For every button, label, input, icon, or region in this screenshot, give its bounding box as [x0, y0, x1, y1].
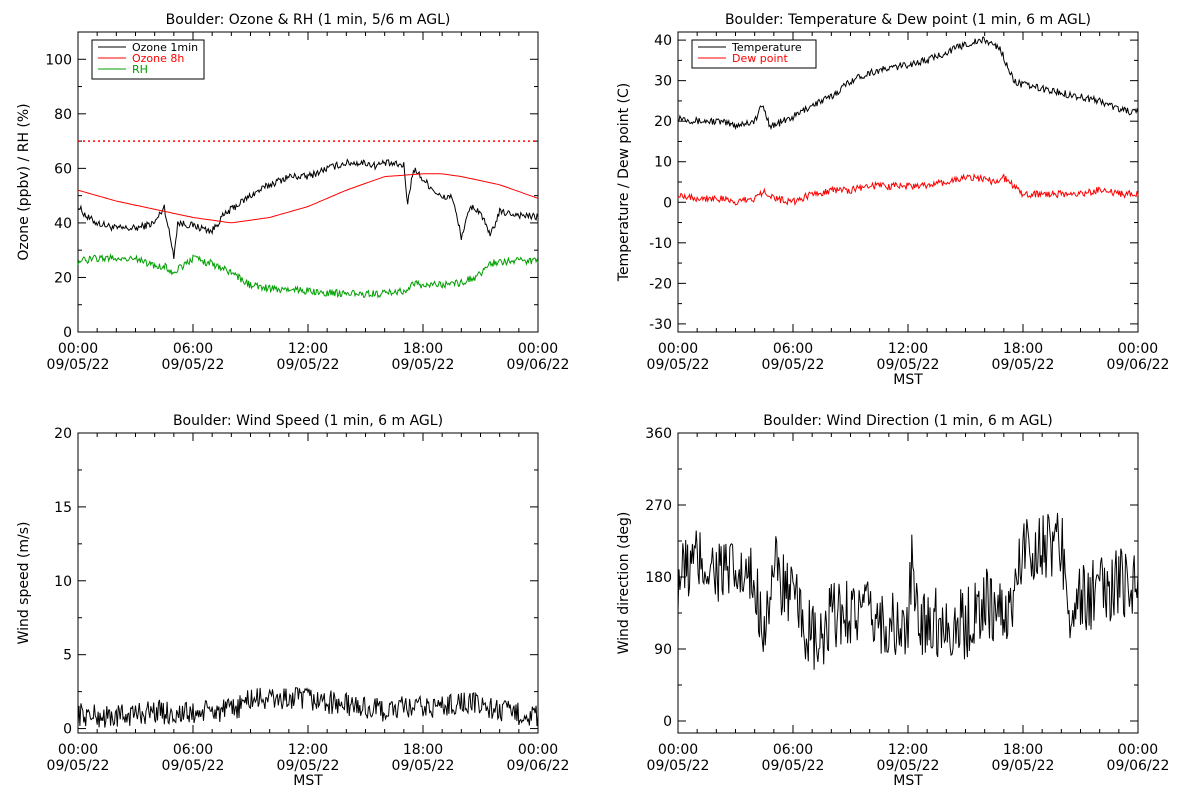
x-axis-label: MST [293, 773, 323, 789]
x-tick-label: 09/05/22 [47, 357, 110, 373]
x-tick-label: 12:00 [888, 341, 928, 357]
y-tick-label: 20 [654, 114, 672, 130]
x-tick-label: 06:00 [773, 341, 813, 357]
y-axis-label: Wind speed (m/s) [16, 522, 32, 645]
y-tick-label: 90 [654, 642, 672, 658]
x-tick-label: 09/06/22 [1107, 357, 1170, 373]
x-tick-label: 00:00 [1118, 742, 1158, 758]
x-tick-label: 09/05/22 [877, 357, 940, 373]
x-tick-label: 09/05/22 [162, 357, 225, 373]
series-line-ozone-8h [77, 173, 539, 224]
x-tick-label: 09/05/22 [277, 758, 340, 774]
x-tick-label: 06:00 [773, 742, 813, 758]
y-tick-label: 10 [54, 574, 72, 590]
y-tick-label: 5 [63, 648, 72, 664]
y-axis-label: Wind direction (deg) [616, 512, 632, 655]
x-tick-label: 09/05/22 [392, 357, 455, 373]
x-tick-label: 06:00 [173, 742, 213, 758]
x-tick-label: 09/05/22 [762, 357, 825, 373]
x-tick-label: 00:00 [518, 742, 558, 758]
x-tick-label: 06:00 [173, 341, 213, 357]
panel-temperature-dewpoint: Boulder: Temperature & Dew point (1 min,… [616, 12, 1169, 388]
legend-label: Ozone 1min [132, 41, 198, 54]
x-tick-label: 09/05/22 [162, 758, 225, 774]
series-line [677, 512, 1139, 670]
x-tick-label: 09/05/22 [992, 357, 1055, 373]
chart-title: Boulder: Ozone & RH (1 min, 5/6 m AGL) [166, 12, 451, 28]
x-tick-label: 09/05/22 [277, 357, 340, 373]
series-line-rh [77, 253, 539, 299]
series-line-dew-point [677, 172, 1139, 206]
x-tick-label: 00:00 [1118, 341, 1158, 357]
legend-label: Dew point [732, 52, 788, 65]
y-tick-label: -30 [649, 317, 672, 333]
y-tick-label: 15 [54, 500, 72, 516]
y-tick-label: 60 [54, 161, 72, 177]
y-axis-label: Ozone (ppbv) / RH (%) [16, 103, 32, 260]
x-tick-label: 12:00 [888, 742, 928, 758]
y-axis-label: Temperature / Dew point (C) [616, 83, 632, 282]
x-tick-label: 00:00 [518, 341, 558, 357]
x-tick-label: 12:00 [288, 742, 328, 758]
x-tick-label: 18:00 [1003, 742, 1043, 758]
x-axis-label: MST [893, 372, 923, 388]
series-line-temperature [677, 36, 1139, 131]
y-tick-label: 0 [663, 714, 672, 730]
plot-frame [77, 432, 539, 734]
x-tick-label: 09/06/22 [1107, 758, 1170, 774]
y-tick-label: 100 [45, 52, 72, 68]
y-tick-label: 80 [54, 107, 72, 123]
chart-title: Boulder: Wind Direction (1 min, 6 m AGL) [763, 413, 1052, 429]
legend-label: Temperature [731, 41, 802, 54]
x-tick-label: 18:00 [1003, 341, 1043, 357]
y-tick-label: 30 [654, 74, 672, 90]
chart-title: Boulder: Temperature & Dew point (1 min,… [725, 12, 1091, 28]
panel-wind-speed: Boulder: Wind Speed (1 min, 6 m AGL) 0 5 10… [16, 413, 569, 789]
x-tick-label: 09/05/22 [392, 758, 455, 774]
x-tick-label: 09/05/22 [47, 758, 110, 774]
legend-label: RH [132, 63, 148, 76]
y-tick-label: 0 [63, 325, 72, 341]
panel-wind-direction: Boulder: Wind Direction (1 min, 6 m AGL)… [616, 413, 1169, 789]
x-axis-label: MST [893, 773, 923, 789]
x-tick-label: 09/05/22 [992, 758, 1055, 774]
x-tick-label: 12:00 [288, 341, 328, 357]
plot-frame [677, 432, 1139, 734]
y-tick-label: 20 [54, 426, 72, 442]
y-tick-label: 0 [663, 195, 672, 211]
y-tick-label: -20 [649, 276, 672, 292]
y-tick-label: 270 [645, 498, 672, 514]
x-tick-label: 09/06/22 [507, 357, 570, 373]
x-tick-label: 09/05/22 [762, 758, 825, 774]
y-tick-label: 360 [645, 426, 672, 442]
x-tick-label: 09/06/22 [507, 758, 570, 774]
y-tick-label: 180 [645, 570, 672, 586]
y-tick-label: 10 [654, 155, 672, 171]
legend-box [691, 39, 817, 69]
x-tick-label: 09/05/22 [877, 758, 940, 774]
x-tick-label: 09/05/22 [647, 758, 710, 774]
legend-label: Ozone 8h [132, 52, 184, 65]
series-line-ozone-1min [77, 158, 539, 260]
y-tick-label: 40 [54, 216, 72, 232]
y-tick-label: 40 [654, 33, 672, 49]
chart-title: Boulder: Wind Speed (1 min, 6 m AGL) [173, 413, 443, 429]
x-tick-label: 00:00 [58, 341, 98, 357]
x-tick-label: 09/05/22 [647, 357, 710, 373]
panel-ozone-rh: Boulder: Ozone & RH (1 min, 5/6 m AGL) 0 2… [16, 12, 569, 373]
x-tick-label: 00:00 [658, 341, 698, 357]
x-tick-label: 18:00 [403, 341, 443, 357]
x-tick-label: 18:00 [403, 742, 443, 758]
x-tick-label: 00:00 [58, 742, 98, 758]
series-line [77, 687, 539, 728]
x-tick-label: 00:00 [658, 742, 698, 758]
plot-frame [677, 31, 1139, 333]
y-tick-label: -10 [649, 236, 672, 252]
y-tick-label: 20 [54, 270, 72, 286]
y-tick-label: 0 [63, 722, 72, 738]
